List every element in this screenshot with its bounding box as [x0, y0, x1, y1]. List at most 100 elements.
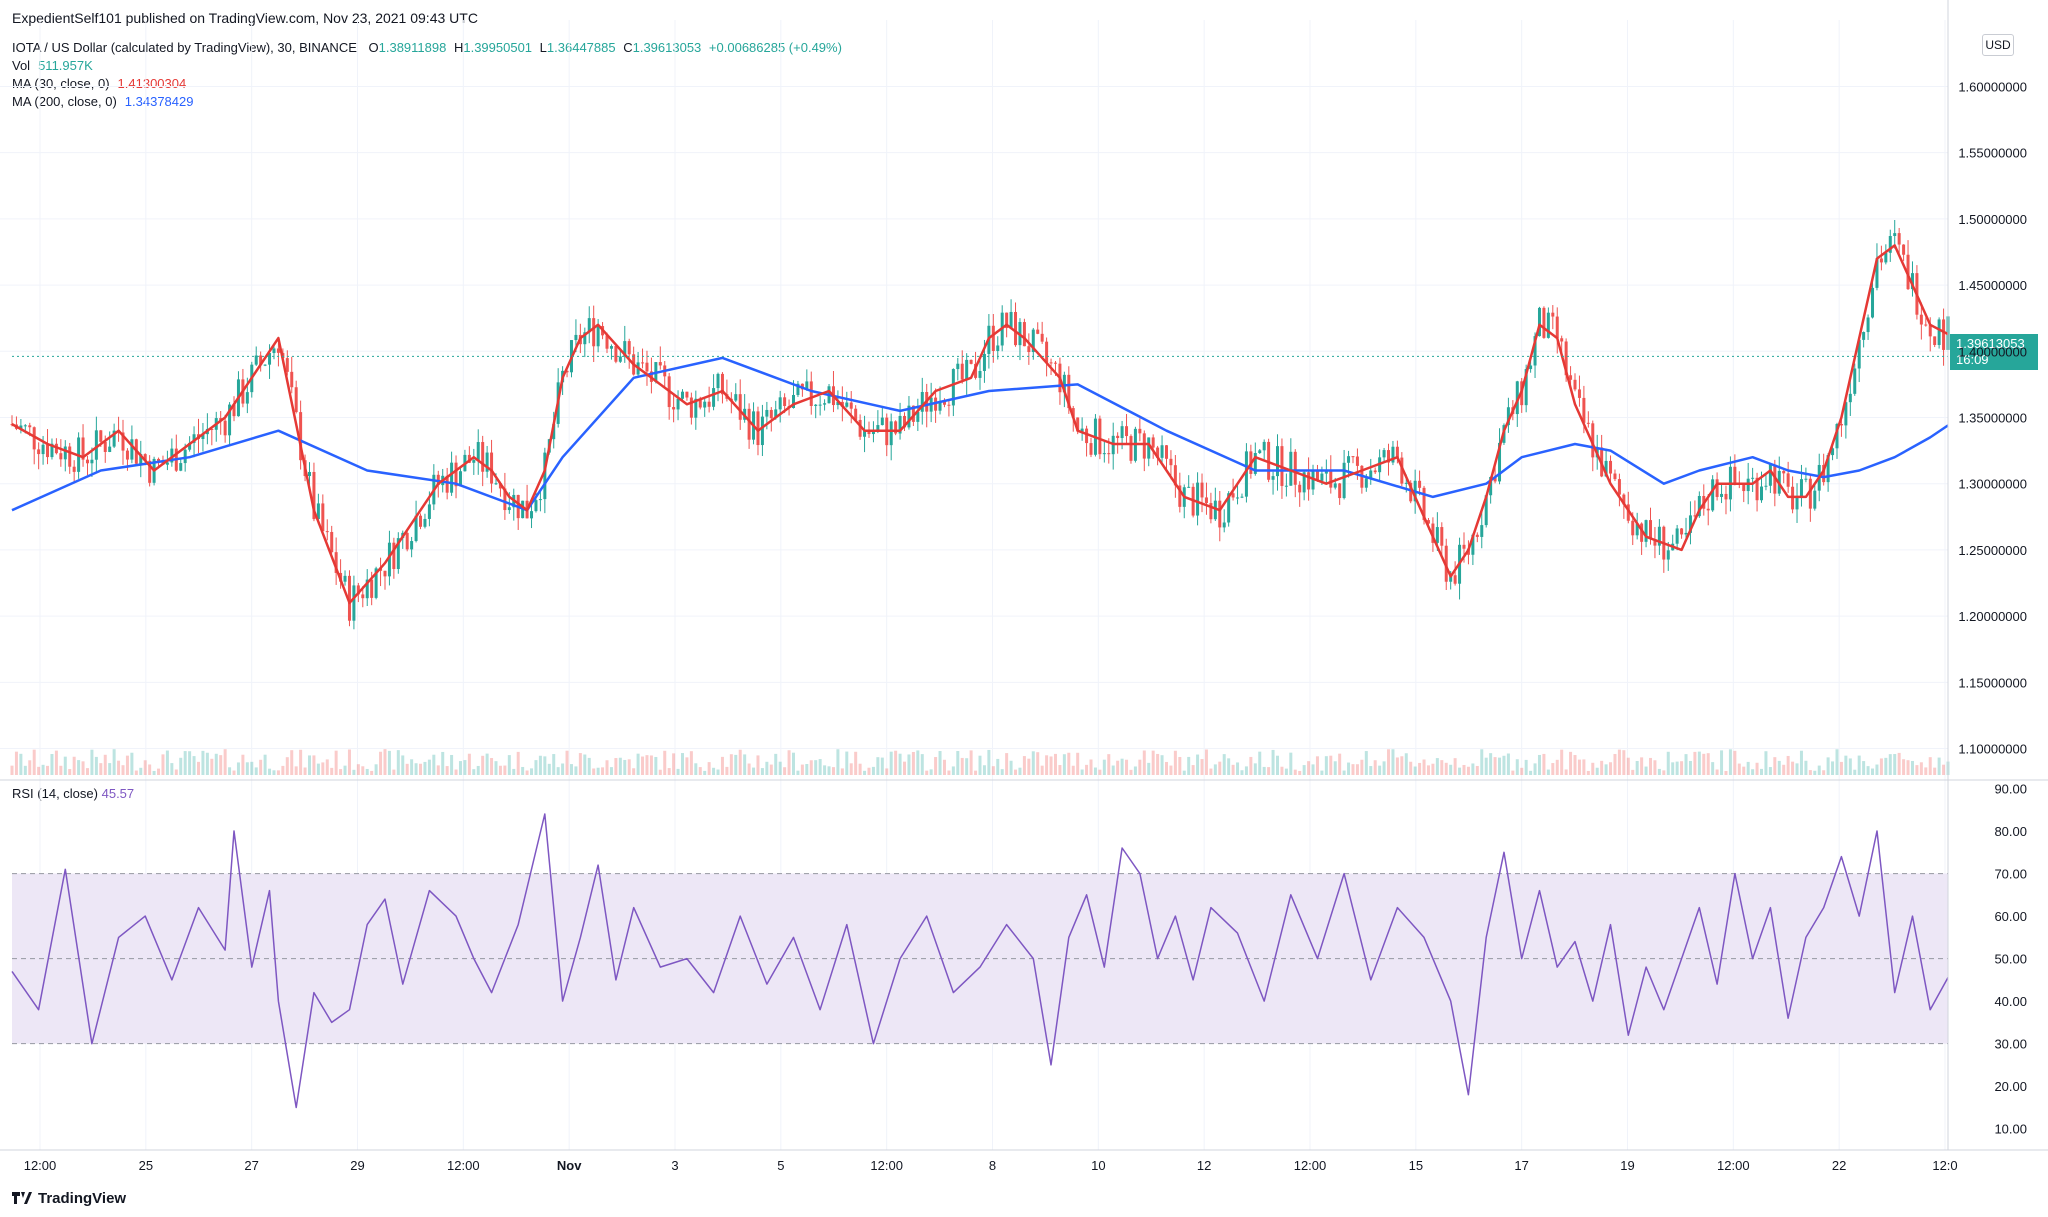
volume-bar — [1782, 764, 1786, 775]
price-chart[interactable]: 1.60000000 1.55000000 1.50000000 1.45000000… — [0, 0, 2048, 1180]
volume-bar — [1240, 770, 1244, 775]
volume-bar — [157, 768, 161, 775]
volume-bar — [1471, 763, 1475, 775]
volume-bar — [787, 750, 791, 775]
volume-bar — [1546, 769, 1550, 775]
rsi-band — [12, 873, 1948, 1045]
volume-bar — [1276, 755, 1280, 775]
candle-body — [1045, 341, 1049, 363]
volume-bar — [1409, 761, 1413, 775]
candle-body — [299, 412, 303, 461]
candle-body — [694, 398, 698, 418]
volume-bar — [1387, 749, 1391, 775]
open-label: O — [368, 40, 379, 55]
tradingview-brand[interactable]: TradingView — [12, 1190, 126, 1207]
volume-bar — [521, 766, 525, 775]
rsi-tick-label: 40.00 — [1994, 994, 2027, 1009]
volume-bar — [1675, 761, 1679, 775]
candle-body — [1480, 525, 1484, 537]
volume-bar — [698, 767, 702, 775]
candle-body — [863, 430, 867, 437]
candle-body — [1804, 478, 1808, 480]
candle-body — [1711, 479, 1715, 511]
candle-body — [59, 453, 63, 460]
price-tick-label: 1.55000000 — [1958, 146, 2027, 161]
candle-body — [94, 430, 98, 460]
volume-bar — [308, 755, 312, 775]
volume-bar — [1804, 760, 1808, 775]
volume-bar — [276, 770, 280, 775]
vol-legend[interactable]: Vol 511.957K — [12, 58, 93, 73]
candle-body — [467, 454, 471, 463]
volume-bar — [72, 756, 76, 775]
rsi-legend[interactable]: RSI (14, close) 45.57 — [12, 786, 134, 801]
volume-bar — [41, 764, 45, 775]
volume-bar — [294, 766, 298, 775]
candle-body — [587, 318, 591, 333]
candle-body — [1666, 550, 1670, 560]
candle-body — [1933, 336, 1937, 345]
candle-body — [396, 538, 400, 570]
candle-body — [996, 345, 1000, 351]
volume-bar — [596, 767, 600, 775]
volume-bar — [512, 768, 516, 775]
volume-bar — [1391, 749, 1395, 775]
candle-body — [1014, 311, 1018, 346]
volume-bar — [1817, 765, 1821, 775]
candle-body — [387, 542, 391, 577]
candle-body — [1142, 433, 1146, 459]
volume-bar — [1227, 758, 1231, 775]
volume-bar — [738, 749, 742, 775]
volume-bar — [1338, 753, 1342, 775]
candle-body — [1262, 441, 1266, 451]
volume-bar — [68, 769, 72, 775]
volume-bar — [1915, 765, 1919, 775]
candle-body — [1302, 472, 1306, 493]
candle-body — [792, 394, 796, 409]
candle-body — [814, 404, 818, 406]
candle-body — [1031, 329, 1035, 353]
ma200-legend[interactable]: MA (200, close, 0) 1.34378429 — [12, 94, 193, 109]
volume-bar — [1822, 770, 1826, 775]
volume-bar — [716, 769, 720, 775]
volume-bar — [263, 754, 267, 775]
candle-body — [641, 362, 645, 364]
candle-body — [747, 408, 751, 440]
volume-bar — [1724, 770, 1728, 775]
volume-bar — [831, 767, 835, 775]
candle-body — [1098, 418, 1102, 455]
volume-bar — [125, 755, 129, 775]
candle-body — [347, 575, 351, 621]
volume-bar — [1373, 760, 1377, 775]
candle-body — [1156, 447, 1160, 458]
volume-bar — [1062, 754, 1066, 775]
volume-bar — [827, 766, 831, 775]
time-tick-label: 3 — [671, 1158, 678, 1173]
candle-body — [1928, 325, 1932, 337]
candle-body — [1027, 346, 1031, 353]
ma30-legend[interactable]: MA (30, close, 0) 1.41300304 — [12, 76, 186, 91]
candle-body — [712, 388, 716, 407]
candle-body — [583, 332, 587, 345]
volume-bar — [982, 765, 986, 775]
candle-body — [1435, 527, 1439, 543]
symbol-title[interactable]: IOTA / US Dollar (calculated by TradingV… — [12, 40, 357, 55]
currency-button[interactable]: USD — [1982, 34, 2014, 56]
candle-body — [1209, 503, 1213, 520]
volume-bar — [10, 765, 14, 775]
volume-bar — [1529, 770, 1533, 775]
candle-body — [1799, 479, 1803, 497]
candle-body — [1906, 254, 1910, 290]
volume-bar — [1307, 761, 1311, 775]
candle-body — [1577, 389, 1581, 398]
candle-body — [1369, 470, 1373, 479]
volume-bar — [1711, 762, 1715, 775]
candle-body — [720, 373, 724, 395]
volume-bar — [1573, 755, 1577, 775]
volume-bar — [1902, 759, 1906, 775]
volume-bar — [392, 769, 396, 775]
candle-body — [1271, 476, 1275, 480]
candle-body — [143, 454, 147, 461]
volume-bar — [778, 761, 782, 775]
volume-bar — [934, 757, 938, 775]
